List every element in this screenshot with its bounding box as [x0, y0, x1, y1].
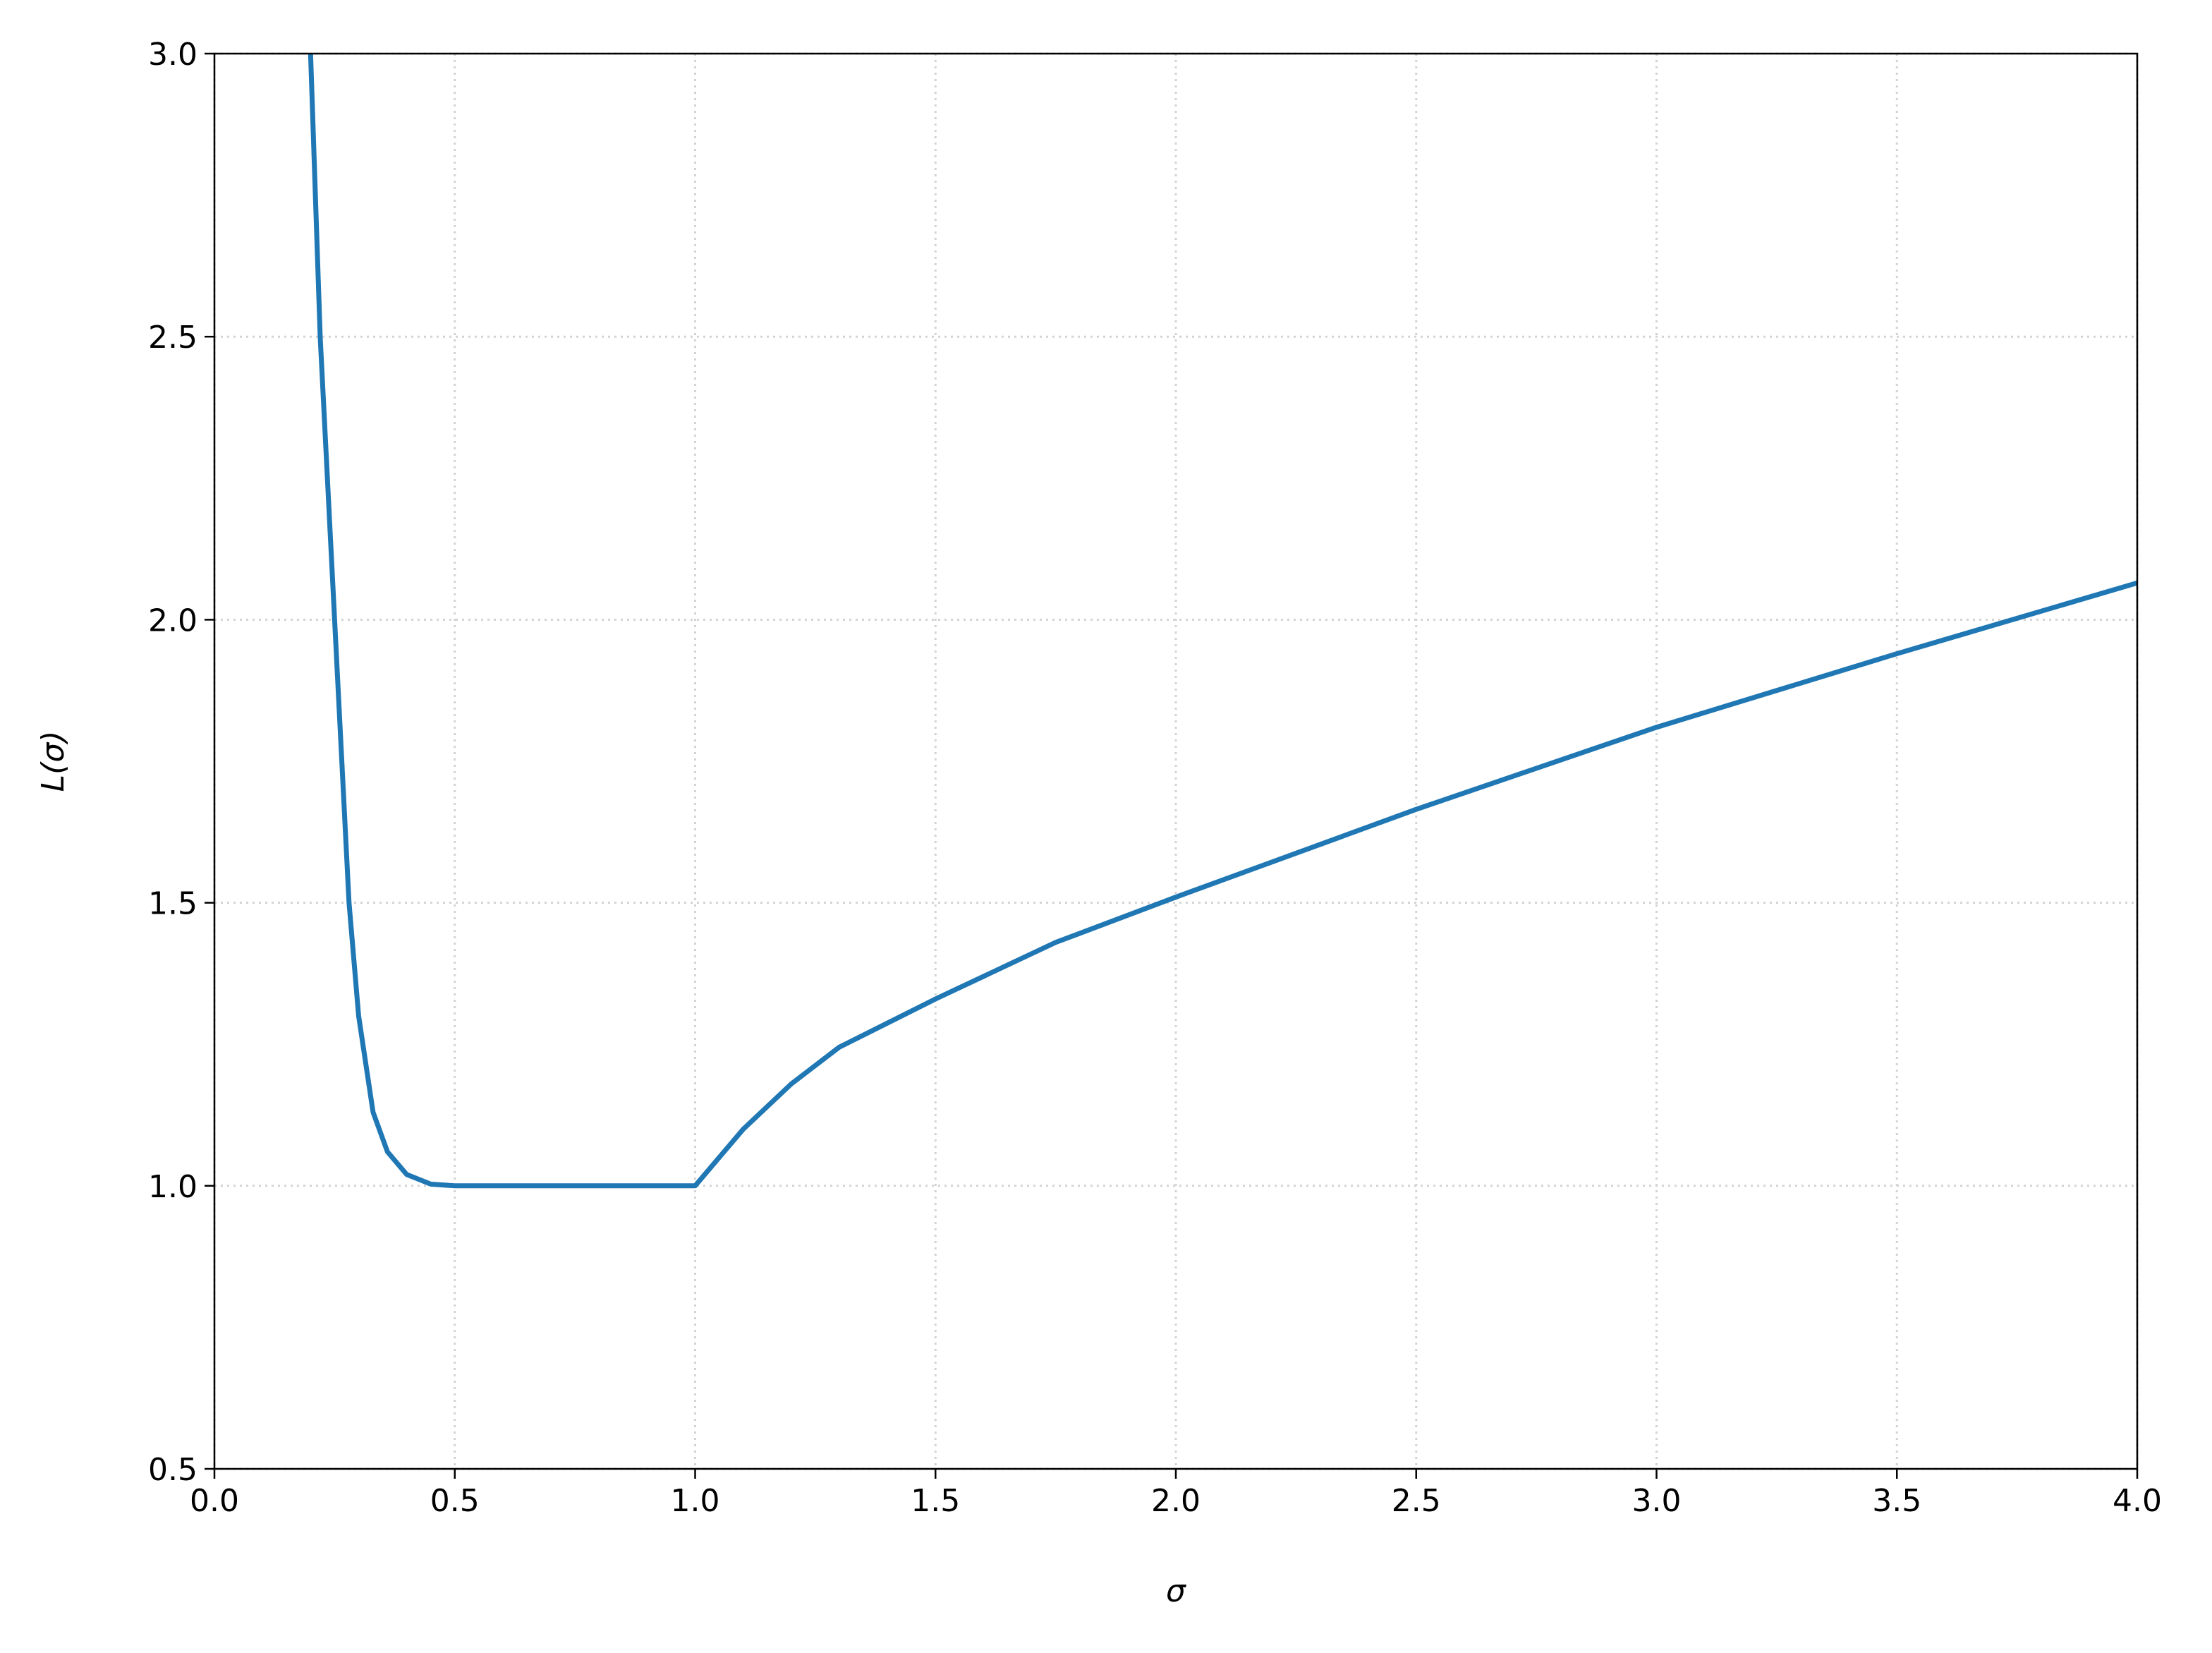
x-tick-label: 4.0 [2113, 1483, 2162, 1519]
x-tick-label: 1.5 [911, 1483, 960, 1519]
x-tick-label: 3.5 [1872, 1483, 1921, 1519]
y-axis-label: L(σ) [35, 731, 71, 792]
y-tick-label: 3.0 [148, 37, 198, 73]
plot-frame [213, 52, 2139, 1470]
x-tick-label: 0.5 [430, 1483, 480, 1519]
y-tick-label: 2.0 [148, 603, 198, 638]
line-series [308, 54, 2137, 1189]
x-axis-label: σ [1166, 1573, 1186, 1609]
x-tick-label: 3.0 [1632, 1483, 1682, 1519]
x-tick-label: 0.0 [190, 1483, 239, 1519]
x-tick-label: 2.5 [1392, 1483, 1441, 1519]
y-tick-label: 2.5 [148, 320, 198, 356]
y-tick-label: 1.0 [148, 1169, 198, 1205]
y-tick-label: 0.5 [148, 1452, 198, 1488]
x-tick-label: 1.0 [671, 1483, 720, 1519]
y-tick-label: 1.5 [148, 886, 198, 922]
x-tick-label: 2.0 [1151, 1483, 1201, 1519]
